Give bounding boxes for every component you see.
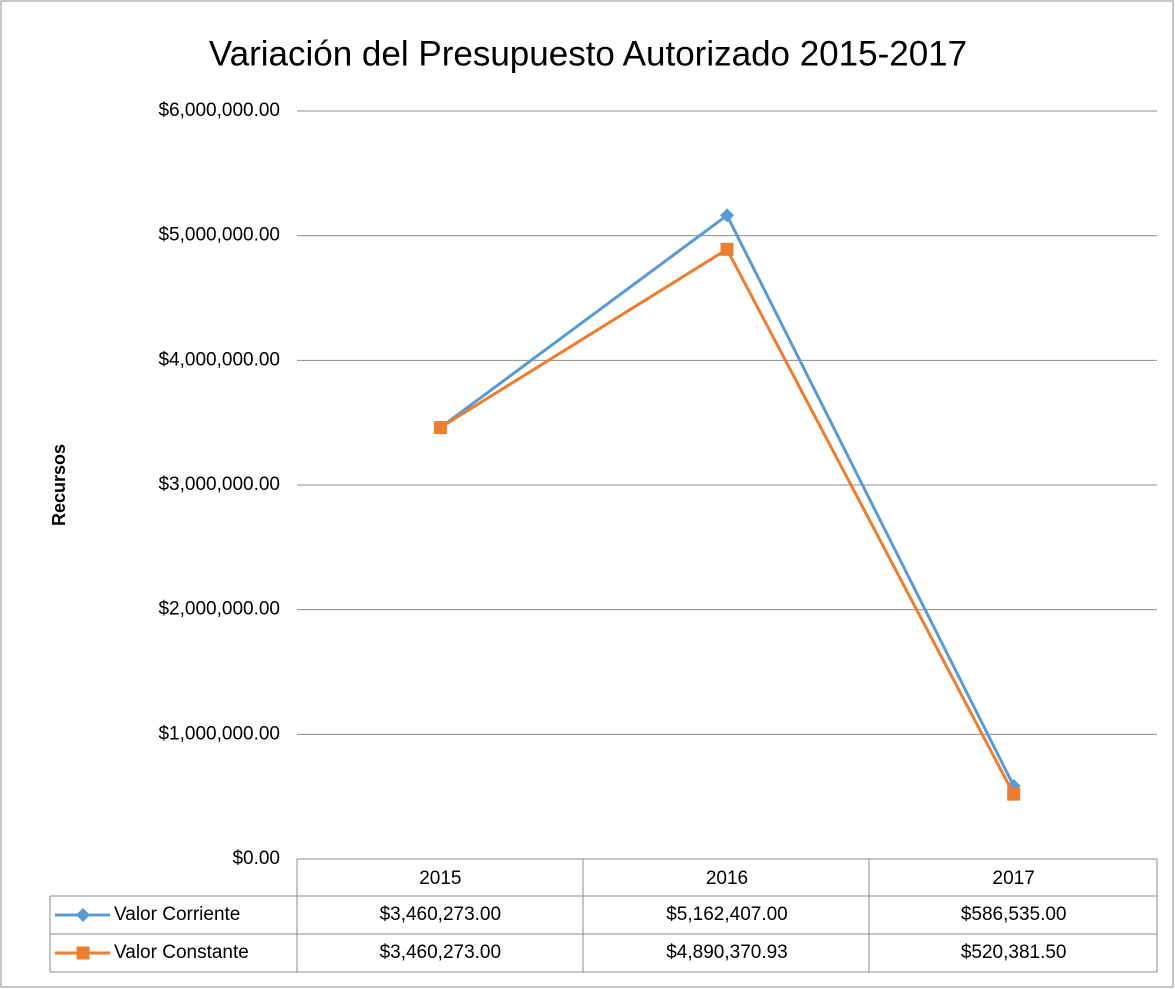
x-tick-label: 2017 xyxy=(993,868,1035,889)
y-tick-label: $6,000,000.00 xyxy=(158,100,280,121)
legend-label: Valor Constante xyxy=(114,942,249,963)
y-tick-label: $0.00 xyxy=(232,848,280,869)
x-tick-label: 2016 xyxy=(706,868,748,889)
table-value: $3,460,273.00 xyxy=(380,904,502,925)
y-tick-label: $5,000,000.00 xyxy=(158,225,280,246)
legend-marker xyxy=(76,946,90,960)
y-tick-label: $4,000,000.00 xyxy=(158,349,280,370)
marker xyxy=(433,421,447,435)
legend-marker xyxy=(76,908,90,922)
y-tick-label: $1,000,000.00 xyxy=(158,723,280,744)
y-tick-label: $2,000,000.00 xyxy=(158,599,280,620)
y-axis-label: Recursos xyxy=(49,444,69,526)
table-value: $5,162,407.00 xyxy=(666,904,788,925)
marker xyxy=(720,208,734,223)
y-tick-label: $3,000,000.00 xyxy=(158,474,280,495)
table-value: $586,535.00 xyxy=(961,904,1067,925)
table-value: $3,460,273.00 xyxy=(380,942,502,963)
table-value: $520,381.50 xyxy=(961,942,1067,963)
data-table xyxy=(49,859,1158,973)
chart-title: Variación del Presupuesto Autorizado 201… xyxy=(209,34,967,73)
legend-label: Valor Corriente xyxy=(114,904,240,925)
x-tick-label: 2015 xyxy=(419,868,461,889)
marker xyxy=(1007,787,1021,801)
marker xyxy=(720,242,734,256)
table-value: $4,890,370.93 xyxy=(666,942,788,963)
